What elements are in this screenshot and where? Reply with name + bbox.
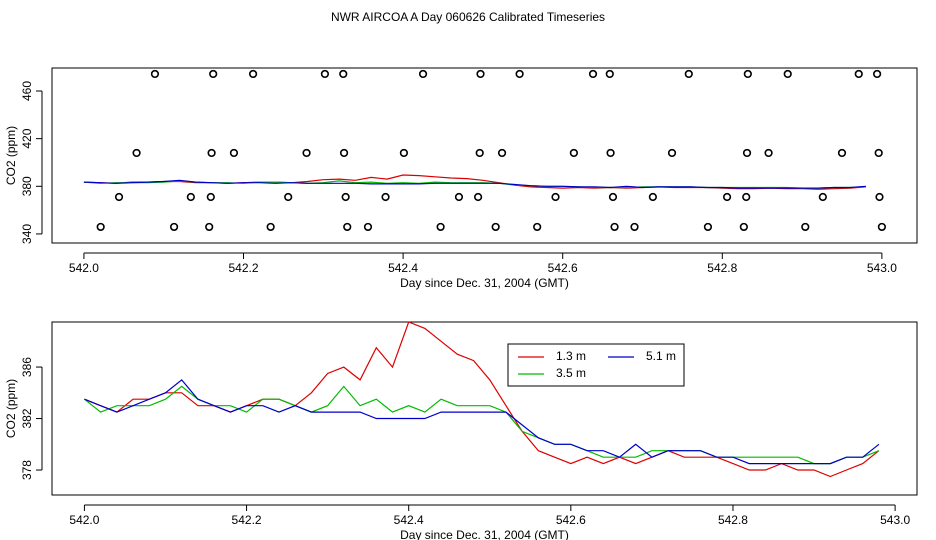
- point: [630, 222, 639, 232]
- point: [399, 148, 409, 158]
- point: [474, 192, 483, 202]
- legend-label: 1.3 m: [556, 349, 586, 363]
- point: [343, 222, 352, 232]
- point: [667, 148, 677, 158]
- point: [742, 148, 752, 158]
- series-line: [83, 179, 866, 189]
- x-tick-label: 542.6: [548, 261, 578, 275]
- point: [877, 222, 886, 232]
- point: [801, 222, 810, 232]
- point: [722, 192, 732, 202]
- point: [209, 69, 218, 79]
- x-tick-label: 542.0: [69, 513, 99, 527]
- x-tick-label: 542.2: [232, 513, 262, 527]
- point: [454, 192, 464, 202]
- point: [132, 148, 141, 158]
- point: [764, 148, 773, 158]
- point: [475, 148, 484, 158]
- point: [742, 192, 751, 202]
- y-tick-label: 386: [20, 357, 34, 377]
- x-tick-label: 542.6: [556, 513, 586, 527]
- x-tick-label: 542.4: [388, 261, 418, 275]
- series-line: [84, 321, 880, 478]
- legend-label: 5.1 m: [646, 349, 676, 363]
- point: [169, 222, 179, 232]
- x-tick-label: 542.8: [718, 513, 748, 527]
- y-tick-label: 340: [20, 224, 34, 244]
- point: [497, 148, 507, 158]
- point: [854, 69, 863, 79]
- point: [207, 148, 216, 158]
- point: [339, 69, 348, 79]
- point: [248, 69, 258, 79]
- x-tick-label: 543.0: [867, 261, 897, 275]
- point: [610, 222, 619, 232]
- x-tick-label: 543.0: [880, 513, 910, 527]
- x-axis-label: Day since Dec. 31, 2004 (GMT): [400, 276, 569, 290]
- point: [186, 192, 195, 202]
- point: [476, 69, 485, 79]
- point: [684, 69, 693, 79]
- series-line: [84, 385, 880, 465]
- point: [874, 148, 883, 158]
- plot-frame: [51, 67, 918, 244]
- x-tick-label: 542.0: [69, 261, 99, 275]
- legend: 1.3 m 3.5 m 5.1 m: [507, 343, 685, 387]
- point: [266, 222, 275, 232]
- x-tick-label: 542.2: [228, 261, 258, 275]
- point: [515, 69, 524, 79]
- x-tick-label: 542.4: [394, 513, 424, 527]
- point: [648, 192, 657, 202]
- point: [605, 69, 614, 79]
- x-axis-label: Day since Dec. 31, 2004 (GMT): [400, 528, 569, 540]
- point: [588, 69, 598, 79]
- legend-frame: [507, 343, 685, 387]
- point: [743, 69, 752, 79]
- point: [284, 192, 293, 202]
- point: [783, 69, 792, 79]
- point: [150, 69, 160, 79]
- point: [739, 222, 748, 232]
- point: [606, 148, 615, 158]
- point: [818, 192, 827, 202]
- point: [875, 192, 884, 202]
- point: [320, 69, 330, 79]
- point: [491, 222, 500, 232]
- point: [569, 148, 578, 158]
- y-tick-label: 382: [20, 408, 34, 428]
- point: [114, 192, 124, 202]
- y-axis-label: CO2 (ppm): [4, 126, 18, 185]
- point: [551, 192, 560, 202]
- plot-frame: [51, 321, 918, 496]
- point: [837, 148, 847, 158]
- y-tick-label: 460: [20, 81, 34, 101]
- point: [302, 148, 311, 158]
- point: [96, 222, 105, 232]
- y-axis-label: CO2 (ppm): [4, 379, 18, 438]
- point: [418, 69, 428, 79]
- point: [363, 222, 373, 232]
- point: [873, 69, 882, 79]
- point: [205, 222, 214, 232]
- point: [206, 192, 215, 202]
- point: [703, 222, 713, 232]
- series-line: [84, 379, 880, 465]
- point: [436, 222, 445, 232]
- chart-title: NWR AIRCOA A Day 060626 Calibrated Times…: [331, 10, 605, 24]
- point: [533, 222, 542, 232]
- x-tick-label: 542.8: [707, 261, 737, 275]
- y-tick-label: 420: [20, 128, 34, 148]
- point: [339, 148, 349, 158]
- point: [381, 192, 390, 202]
- point: [341, 192, 350, 202]
- point: [229, 148, 239, 158]
- point: [608, 192, 618, 202]
- legend-label: 3.5 m: [556, 366, 586, 380]
- y-tick-label: 380: [20, 176, 34, 196]
- y-tick-label: 378: [20, 460, 34, 480]
